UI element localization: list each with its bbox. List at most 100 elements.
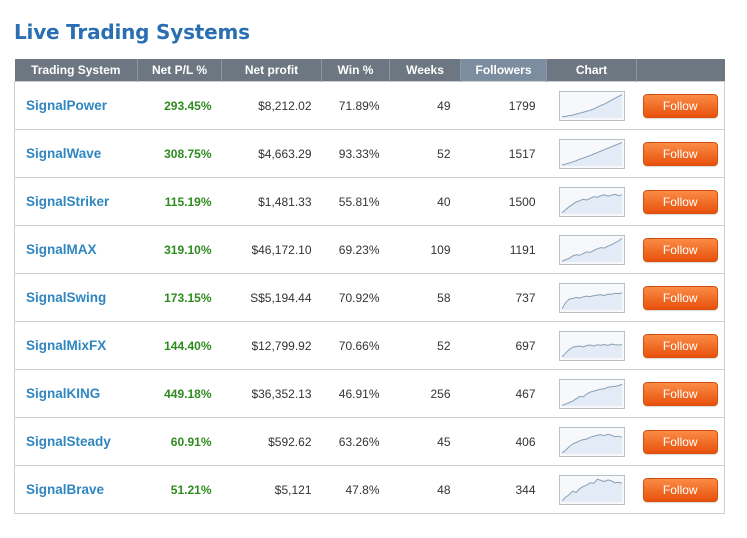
header-chart: Chart <box>546 59 637 82</box>
system-name-link[interactable]: SignalMixFX <box>14 321 138 370</box>
sparkline-chart[interactable] <box>558 186 625 217</box>
net-profit-value: $592.62 <box>221 417 322 466</box>
system-name-link[interactable]: SignalMAX <box>14 225 138 274</box>
action-cell: Follow <box>636 81 725 130</box>
system-name-link[interactable]: SignalSwing <box>14 273 138 322</box>
net-pl-value: 293.45% <box>137 81 222 130</box>
header-trading-system[interactable]: Trading System <box>14 59 138 82</box>
follow-button[interactable]: Follow <box>642 93 718 118</box>
win-rate-value: 69.23% <box>321 225 390 274</box>
weeks-value: 58 <box>389 273 461 322</box>
system-name-link[interactable]: SignalPower <box>14 81 138 130</box>
sparkline-line <box>561 343 622 357</box>
sparkline-line <box>561 383 622 406</box>
weeks-value: 49 <box>389 81 461 130</box>
sparkline-line <box>561 93 622 117</box>
chart-cell <box>546 129 637 178</box>
sparkline-line <box>561 291 622 309</box>
win-rate-value: 46.91% <box>321 369 390 418</box>
sparkline-chart[interactable] <box>558 330 625 361</box>
system-name-link[interactable]: SignalSteady <box>14 417 138 466</box>
table-row: SignalKING 449.18% $36,352.13 46.91% 256 467 F… <box>14 369 725 418</box>
table-row: SignalWave 308.75% $4,663.29 93.33% 52 1517 Fo… <box>14 129 725 178</box>
win-rate-value: 63.26% <box>321 417 390 466</box>
followers-value: 406 <box>460 417 547 466</box>
net-pl-value: 319.10% <box>137 225 222 274</box>
follow-button[interactable]: Follow <box>642 333 718 358</box>
weeks-value: 256 <box>389 369 461 418</box>
chart-cell <box>546 369 637 418</box>
sparkline-area <box>561 292 622 310</box>
sparkline-area <box>561 383 622 406</box>
sparkline-area <box>561 237 622 262</box>
follow-button[interactable]: Follow <box>642 141 718 166</box>
net-pl-value: 51.21% <box>137 465 222 514</box>
sparkline-chart[interactable] <box>558 378 625 409</box>
header-action <box>636 59 725 82</box>
action-cell: Follow <box>636 465 725 514</box>
weeks-value: 52 <box>389 129 461 178</box>
sparkline-chart[interactable] <box>558 474 625 505</box>
net-profit-value: $5,121 <box>221 465 322 514</box>
header-net-pl[interactable]: Net P/L % <box>137 59 222 82</box>
action-cell: Follow <box>636 417 725 466</box>
net-profit-value: $12,799.92 <box>221 321 322 370</box>
sparkline-chart[interactable] <box>558 138 625 169</box>
followers-value: 467 <box>460 369 547 418</box>
net-profit-value: $4,663.29 <box>221 129 322 178</box>
sparkline-chart[interactable] <box>558 426 625 457</box>
followers-value: 1191 <box>460 225 547 274</box>
sparkline-line <box>561 478 622 501</box>
followers-value: 737 <box>460 273 547 322</box>
page-title: Live Trading Systems <box>14 20 250 44</box>
weeks-value: 48 <box>389 465 461 514</box>
net-pl-value: 173.15% <box>137 273 222 322</box>
win-rate-value: 70.66% <box>321 321 390 370</box>
sparkline-line <box>561 433 622 453</box>
table-row: SignalSwing 173.15% S$5,194.44 70.92% 58 737 F… <box>14 273 725 322</box>
header-win[interactable]: Win % <box>321 59 390 82</box>
followers-value: 697 <box>460 321 547 370</box>
sparkline-area <box>561 478 622 502</box>
action-cell: Follow <box>636 129 725 178</box>
sparkline-chart[interactable] <box>558 90 625 121</box>
net-profit-value: S$5,194.44 <box>221 273 322 322</box>
chart-cell <box>546 465 637 514</box>
action-cell: Follow <box>636 369 725 418</box>
net-profit-value: $36,352.13 <box>221 369 322 418</box>
table-header-row: Trading System Net P/L % Net profit Win … <box>14 59 725 82</box>
followers-value: 344 <box>460 465 547 514</box>
chart-cell <box>546 417 637 466</box>
win-rate-value: 47.8% <box>321 465 390 514</box>
action-cell: Follow <box>636 321 725 370</box>
system-name-link[interactable]: SignalWave <box>14 129 138 178</box>
action-cell: Follow <box>636 273 725 322</box>
trading-systems-table: Trading System Net P/L % Net profit Win … <box>14 59 725 514</box>
sparkline-chart[interactable] <box>558 234 625 265</box>
table-row: SignalSteady 60.91% $592.62 63.26% 45 406 Foll… <box>14 417 725 466</box>
win-rate-value: 70.92% <box>321 273 390 322</box>
follow-button[interactable]: Follow <box>642 237 718 262</box>
system-name-link[interactable]: SignalBrave <box>14 465 138 514</box>
follow-button[interactable]: Follow <box>642 477 718 502</box>
header-net-profit[interactable]: Net profit <box>221 59 322 82</box>
follow-button[interactable]: Follow <box>642 429 718 454</box>
weeks-value: 45 <box>389 417 461 466</box>
header-weeks[interactable]: Weeks <box>389 59 461 82</box>
net-profit-value: $8,212.02 <box>221 81 322 130</box>
follow-button[interactable]: Follow <box>642 189 718 214</box>
weeks-value: 40 <box>389 177 461 226</box>
sparkline-area <box>561 141 622 166</box>
chart-cell <box>546 273 637 322</box>
header-followers[interactable]: Followers <box>460 59 547 82</box>
chart-cell <box>546 225 637 274</box>
sparkline-area <box>561 94 622 118</box>
system-name-link[interactable]: SignalStriker <box>14 177 138 226</box>
follow-button[interactable]: Follow <box>642 381 718 406</box>
action-cell: Follow <box>636 225 725 274</box>
sparkline-line <box>561 193 622 213</box>
follow-button[interactable]: Follow <box>642 285 718 310</box>
system-name-link[interactable]: SignalKING <box>14 369 138 418</box>
net-pl-value: 144.40% <box>137 321 222 370</box>
sparkline-chart[interactable] <box>558 282 625 313</box>
